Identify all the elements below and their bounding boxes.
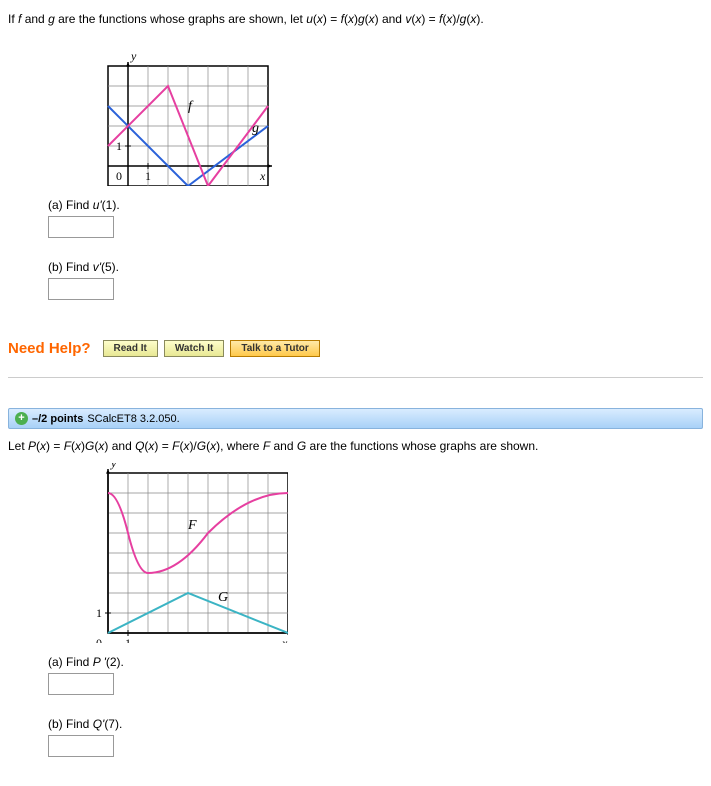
svg-text:y: y	[110, 463, 117, 470]
points-text: –/2 points	[32, 413, 83, 425]
svg-text:1: 1	[96, 606, 102, 620]
problem2-b-input[interactable]	[48, 735, 114, 757]
svg-text:F: F	[187, 518, 197, 533]
svg-text:G: G	[218, 590, 228, 605]
svg-text:1: 1	[125, 636, 131, 643]
read-it-button[interactable]: Read It	[103, 340, 158, 357]
svg-text:x: x	[281, 636, 288, 643]
watch-it-button[interactable]: Watch It	[164, 340, 225, 357]
svg-text:1: 1	[145, 169, 151, 183]
need-help-label: Need Help?	[8, 340, 91, 357]
problem2-b-label: (b) Find Q'(7).	[48, 717, 703, 731]
problem1-chart: 110yxfg	[88, 36, 703, 186]
problem1-a-input[interactable]	[48, 216, 114, 238]
problem1-b-label: (b) Find v'(5).	[48, 260, 703, 274]
problem2-text: Let P(x) = F(x)G(x) and Q(x) = F(x)/G(x)…	[8, 439, 703, 453]
problem1-a-label: (a) Find u'(1).	[48, 198, 703, 212]
problem2-a-label: (a) Find P '(2).	[48, 655, 703, 669]
problem1-b-input[interactable]	[48, 278, 114, 300]
need-help-row: Need Help? Read It Watch It Talk to a Tu…	[8, 340, 703, 357]
section-divider	[8, 377, 703, 378]
points-bar: + –/2 points SCalcET8 3.2.050.	[8, 408, 703, 429]
svg-text:0: 0	[96, 636, 102, 643]
problem2-chart: 1 1 0 y x F G	[88, 463, 703, 643]
question-ref: SCalcET8 3.2.050.	[87, 413, 179, 425]
problem2-a-input[interactable]	[48, 673, 114, 695]
svg-text:0: 0	[116, 169, 122, 183]
problem1-text: If f and g are the functions whose graph…	[8, 12, 703, 26]
svg-text:y: y	[130, 49, 137, 63]
svg-text:x: x	[259, 169, 266, 183]
svg-text:g: g	[252, 121, 259, 136]
expand-icon[interactable]: +	[15, 412, 28, 425]
svg-text:1: 1	[116, 139, 122, 153]
talk-to-tutor-button[interactable]: Talk to a Tutor	[230, 340, 319, 357]
